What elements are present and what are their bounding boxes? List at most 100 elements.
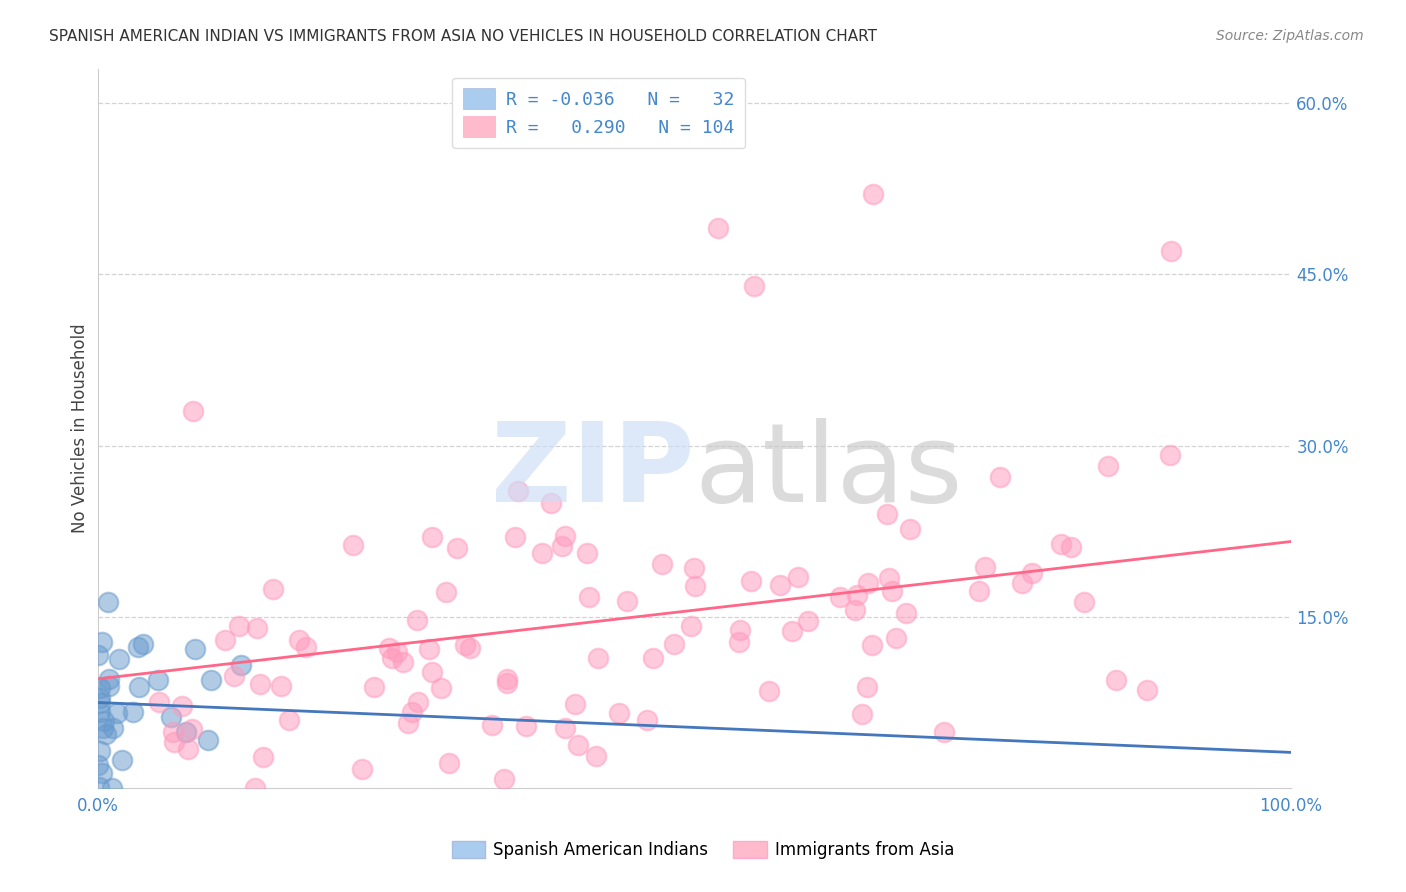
Point <box>89 744 111 758</box>
Point <box>93 714 115 728</box>
Point <box>884 632 907 646</box>
Point <box>406 695 429 709</box>
Point <box>454 638 477 652</box>
Point <box>263 582 285 596</box>
Point <box>585 749 607 764</box>
Point <box>503 530 526 544</box>
Point <box>567 738 589 752</box>
Point <box>515 719 537 733</box>
Point <box>898 522 921 536</box>
Point <box>685 579 707 593</box>
Point <box>554 528 576 542</box>
Point <box>378 641 401 656</box>
Point <box>446 541 468 555</box>
Point <box>270 680 292 694</box>
Point <box>643 650 665 665</box>
Point <box>90 635 112 649</box>
Point <box>342 538 364 552</box>
Point <box>860 638 883 652</box>
Point <box>769 578 792 592</box>
Point <box>89 681 111 695</box>
Point <box>758 683 780 698</box>
Point <box>97 594 120 608</box>
Point <box>105 706 128 720</box>
Point <box>229 658 252 673</box>
Point <box>550 539 572 553</box>
Point <box>506 484 529 499</box>
Point <box>391 655 413 669</box>
Point <box>894 606 917 620</box>
Text: atlas: atlas <box>695 418 963 525</box>
Point <box>780 624 803 638</box>
Point <box>132 637 155 651</box>
Point <box>683 560 706 574</box>
Point <box>401 705 423 719</box>
Point <box>429 681 451 695</box>
Point <box>97 672 120 686</box>
Text: Source: ZipAtlas.com: Source: ZipAtlas.com <box>1216 29 1364 43</box>
Point <box>1136 683 1159 698</box>
Point <box>96 727 118 741</box>
Point <box>855 680 877 694</box>
Point <box>856 575 879 590</box>
Point <box>651 557 673 571</box>
Point <box>531 546 554 560</box>
Legend: Spanish American Indians, Immigrants from Asia: Spanish American Indians, Immigrants fro… <box>444 834 962 866</box>
Point <box>89 696 111 710</box>
Point <box>554 721 576 735</box>
Point <box>381 651 404 665</box>
Point <box>252 750 274 764</box>
Point <box>481 717 503 731</box>
Point <box>128 680 150 694</box>
Point <box>1159 448 1181 462</box>
Point <box>578 590 600 604</box>
Point <box>679 619 702 633</box>
Point <box>495 676 517 690</box>
Legend: R = -0.036   N =   32, R =   0.290   N = 104: R = -0.036 N = 32, R = 0.290 N = 104 <box>451 78 745 148</box>
Point <box>728 623 751 637</box>
Point <box>295 640 318 654</box>
Point <box>540 495 562 509</box>
Point <box>243 781 266 796</box>
Point <box>277 713 299 727</box>
Point <box>122 705 145 719</box>
Point <box>828 590 851 604</box>
Point <box>110 753 132 767</box>
Point <box>288 633 311 648</box>
Point <box>180 723 202 737</box>
Point <box>90 765 112 780</box>
Point <box>1011 576 1033 591</box>
Point <box>974 560 997 574</box>
Point <box>181 404 204 418</box>
Point <box>148 673 170 688</box>
Point <box>228 619 250 633</box>
Point <box>742 278 765 293</box>
Point <box>350 763 373 777</box>
Point <box>636 714 658 728</box>
Point <box>882 584 904 599</box>
Point <box>170 699 193 714</box>
Point <box>458 640 481 655</box>
Point <box>87 758 110 772</box>
Point <box>787 570 810 584</box>
Point <box>1050 537 1073 551</box>
Point <box>101 781 124 796</box>
Point <box>214 633 236 648</box>
Point <box>89 780 111 795</box>
Point <box>159 709 181 723</box>
Point <box>586 651 609 665</box>
Text: SPANISH AMERICAN INDIAN VS IMMIGRANTS FROM ASIA NO VEHICLES IN HOUSEHOLD CORRELA: SPANISH AMERICAN INDIAN VS IMMIGRANTS FR… <box>49 29 877 44</box>
Point <box>163 735 186 749</box>
Point <box>246 621 269 635</box>
Y-axis label: No Vehicles in Household: No Vehicles in Household <box>72 324 89 533</box>
Point <box>1105 673 1128 687</box>
Point <box>564 698 586 712</box>
Point <box>89 706 111 720</box>
Point <box>420 530 443 544</box>
Point <box>877 571 900 585</box>
Point <box>728 635 751 649</box>
Point <box>108 652 131 666</box>
Point <box>103 721 125 735</box>
Point <box>439 756 461 771</box>
Point <box>396 715 419 730</box>
